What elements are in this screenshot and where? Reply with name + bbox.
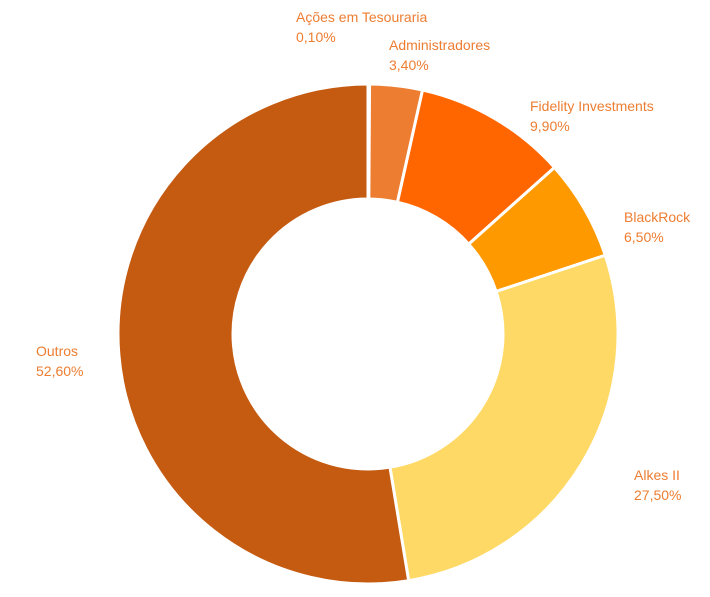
slice-label-outros: Outros: [36, 343, 78, 359]
slice-value-outros: 52,60%: [36, 363, 83, 379]
slice-label-administradores: Administradores: [389, 37, 490, 53]
slice-label-acoes-em-tesouraria: Ações em Tesouraria: [296, 9, 427, 25]
slice-label-blackrock: BlackRock: [624, 209, 691, 225]
labels-layer: Ações em Tesouraria 0,10% Administradores 3…: [36, 9, 691, 503]
slice-value-fidelity-investments: 9,90%: [530, 118, 570, 134]
slice-label-alkes-ii: Alkes II: [634, 467, 680, 483]
slice-label-fidelity-investments: Fidelity Investments: [530, 98, 654, 114]
slice-value-alkes-ii: 27,50%: [634, 487, 681, 503]
slice-value-administradores: 3,40%: [389, 57, 429, 73]
slice-alkes-ii: [388, 253, 620, 583]
slice-value-blackrock: 6,50%: [624, 229, 664, 245]
slice-value-acoes-em-tesouraria: 0,10%: [296, 29, 336, 45]
slices-layer: [116, 82, 620, 586]
slice-outros: [116, 82, 411, 586]
